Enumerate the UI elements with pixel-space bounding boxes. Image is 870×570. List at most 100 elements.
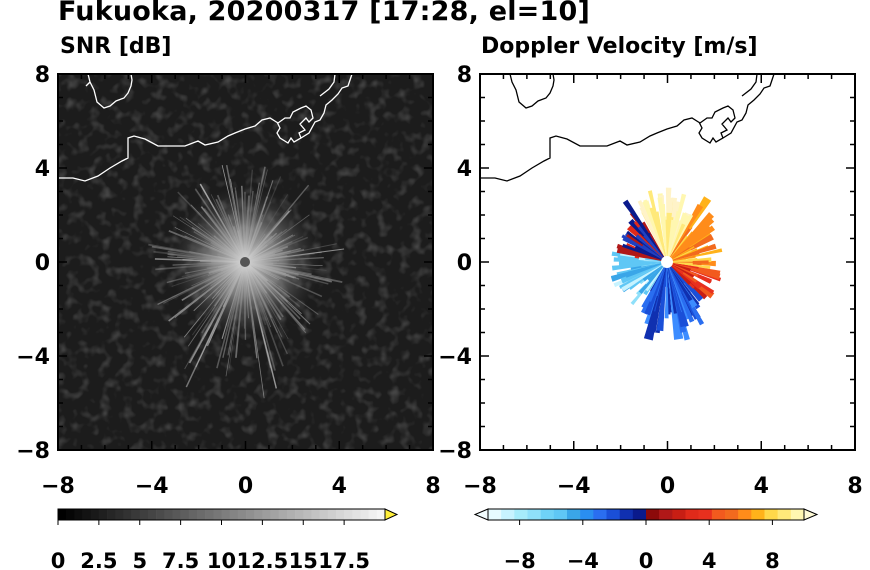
doppler-echo-wedge [667,262,693,302]
snr-colorbar-cell [327,509,337,520]
doppler-echo-wedge [621,234,667,262]
doppler-colorbar-cell [567,509,581,520]
doppler-colorbar-cell [711,509,726,520]
doppler-echo-wedge [656,262,667,332]
doppler-colorbar-cell [672,509,686,520]
snr-y-tick-label: −8 [16,439,50,464]
doppler-echo-wedge [667,255,696,262]
snr-colorbar-cell [319,509,329,520]
snr-colorbar-tick-label: 5 [132,549,147,570]
doppler-echo-wedge [667,239,696,262]
doppler-x-tick-label: 4 [754,474,769,499]
snr-x-tick-label: −8 [41,474,75,499]
doppler-echo-wedge [664,262,669,319]
doppler-colorbar-cell [488,509,502,520]
doppler-colorbar-tick-label: 4 [702,549,717,570]
doppler-coastline [480,74,775,182]
snr-colorbar-cell [344,509,353,520]
snr-colorbar-tick-label: 2.5 [80,549,117,570]
doppler-echo-wedge [667,262,692,285]
snr-colorbar-tick-label: 0 [51,549,66,570]
snr-x-tick-label: 0 [238,474,253,499]
doppler-colorbar-tick-label: −4 [567,549,599,570]
doppler-colorbar-cell [527,509,541,520]
snr-colorbar-cell [262,509,271,520]
snr-colorbar-cell [123,509,132,520]
doppler-echo-wedge [667,246,695,262]
doppler-echo-wedge [642,200,667,262]
doppler-x-tick-label: 0 [660,474,675,499]
snr-colorbar-cell [303,509,312,520]
doppler-echo-wedge [667,235,688,262]
doppler-echo-wedge [667,262,693,278]
doppler-x-tick-label: 8 [847,474,862,499]
doppler-echo-wedge [641,262,667,267]
doppler-echo-wedge [667,203,704,262]
doppler-colorbar-cell [646,509,660,520]
doppler-echo-wedge [634,245,667,262]
doppler-echo-wedge [625,262,667,278]
doppler-colorbar: −8 −4 0 4 8 [473,508,819,570]
snr-colorbar-cell [58,509,67,520]
doppler-echo-wedge [666,212,672,262]
doppler-y-tick-label: 0 [457,251,472,276]
snr-y-tick-label: 0 [35,251,50,276]
doppler-echo-wedge [649,206,667,262]
doppler-colorbar-cell [751,509,765,520]
doppler-echo-wedge [622,199,667,262]
doppler-echo-wedge [635,234,667,262]
snr-colorbar-cell [376,509,386,520]
snr-x-tick-label: −4 [135,474,169,499]
doppler-echo-wedge [667,262,669,288]
snr-colorbar-cell [360,509,369,520]
doppler-center-dot [661,256,673,268]
doppler-colorbar-tick-label: −8 [503,549,535,570]
doppler-echo-wedge [667,218,715,262]
snr-colorbar-cell [164,509,173,520]
snr-colorbar-cell [156,509,165,520]
doppler-echo-wedge [611,262,667,271]
doppler-echo-wedge [667,262,721,277]
doppler-colorbar-cell [553,509,568,520]
doppler-echo-wedge [647,262,667,282]
snr-colorbar-tick-label: 10 [207,549,236,570]
doppler-y-tick-label: 8 [457,63,472,88]
doppler-panel-title: Doppler Velocity [m/s] [481,34,758,59]
doppler-colorbar-tick-label: 0 [639,549,654,570]
figure-title: Fukuoka, 20200317 [17:28, el=10] [58,0,591,27]
doppler-echo-wedge [658,204,667,262]
doppler-echo-wedge [654,262,667,312]
doppler-colorbar-extend-max [803,508,819,521]
snr-colorbar-cell [172,509,181,520]
snr-colorbar-extend-max [384,508,399,521]
doppler-echo-wedge [667,228,691,262]
doppler-echo-wedge [649,234,667,262]
snr-colorbar-cell [352,509,361,520]
doppler-echo-wedge [667,260,709,264]
doppler-echo-wedge [639,206,667,262]
snr-colorbar-tick-label: 12.5 [236,549,288,570]
doppler-echo-wedge [667,262,701,290]
doppler-echo-wedge [667,262,686,328]
snr-colorbar-cell [213,509,222,520]
doppler-colorbar-cell [606,509,620,520]
snr-colorbar-cell [221,509,230,520]
doppler-colorbar-cell [659,509,673,520]
doppler-echo-wedge [667,262,691,272]
doppler-colorbar-cell [777,509,792,520]
doppler-echo-wedge [667,262,677,314]
snr-panel-title: SNR [dB] [60,34,172,59]
snr-colorbar-cell [229,509,239,520]
doppler-colorbar-cell [685,509,699,520]
snr-colorbar-cell [147,509,157,520]
doppler-colorbar-cell [764,509,778,520]
doppler-panel [480,74,855,450]
doppler-echo-wedge [667,258,693,262]
doppler-echo-wedge [641,244,667,262]
snr-y-tick-label: 4 [35,157,50,182]
snr-colorbar-cell [107,509,116,520]
doppler-echo-wedge [655,262,667,334]
doppler-echo-wedge [667,262,700,306]
doppler-colorbar-cell [790,509,805,520]
